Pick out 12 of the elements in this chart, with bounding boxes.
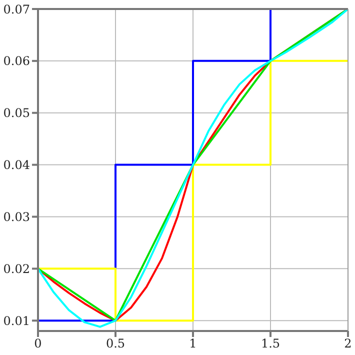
y-tick-label: 0.06 — [3, 54, 30, 68]
y-tick-label: 0.04 — [3, 158, 30, 172]
y-tick-label: 0.01 — [3, 314, 30, 328]
x-tick-label: 1.5 — [260, 336, 280, 351]
x-tick-label: 2 — [344, 336, 352, 351]
y-tick-label: 0.03 — [3, 210, 30, 224]
y-tick-label: 0.02 — [3, 262, 30, 276]
y-tick-label: 0.05 — [3, 106, 30, 120]
x-tick-label: 0 — [34, 336, 42, 351]
x-tick-label: 0.5 — [106, 336, 126, 351]
y-tick-label: 0.07 — [3, 2, 30, 16]
x-tick-label: 1 — [189, 336, 197, 351]
